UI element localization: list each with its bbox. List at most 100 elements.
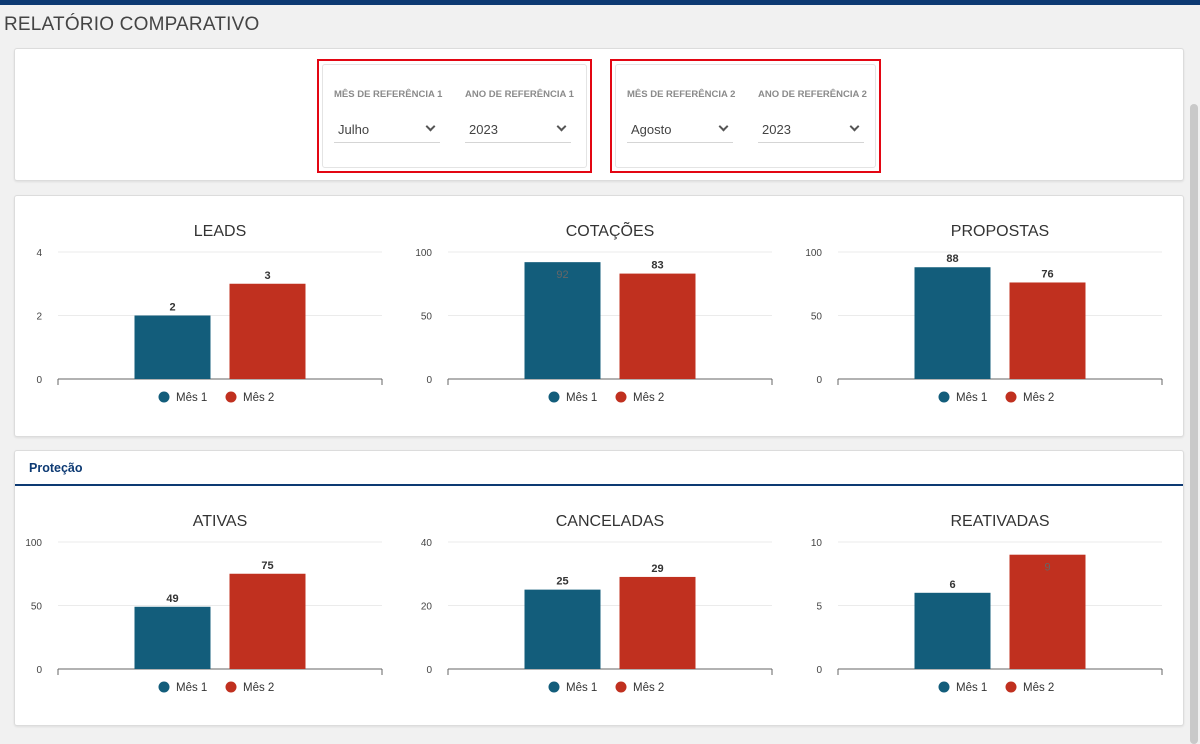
- month-2-label: MÊS DE REFERÊNCIA 2: [627, 89, 736, 100]
- data-label: 88: [946, 253, 958, 265]
- legend-label: Mês 1: [176, 392, 207, 404]
- year-2-select[interactable]: 2023: [758, 117, 864, 143]
- legend-label: Mês 1: [176, 682, 207, 694]
- bar-mes-2: [619, 273, 696, 379]
- y-tick-label: 0: [426, 375, 432, 386]
- y-tick-label: 100: [805, 248, 822, 259]
- bar-mes-2: [229, 573, 306, 669]
- legend-label: Mês 2: [633, 392, 664, 404]
- bar-mes-1: [914, 267, 991, 379]
- y-tick-label: 0: [816, 665, 822, 676]
- y-tick-label: 50: [421, 312, 433, 323]
- chart-title: LEADS: [194, 223, 246, 240]
- legend-marker-mes-2: [615, 391, 627, 403]
- chevron-down-icon: [849, 121, 860, 132]
- legend-marker-mes-1: [548, 681, 560, 693]
- month-1-value: Julho: [338, 122, 370, 137]
- data-label: 29: [651, 563, 663, 575]
- y-tick-label: 0: [36, 375, 42, 386]
- year-2-field: ANO DE REFERÊNCIA 2 2023: [758, 89, 867, 143]
- scrollbar-thumb[interactable]: [1190, 104, 1198, 744]
- legend-label: Mês 2: [1023, 392, 1054, 404]
- month-2-value: Agosto: [631, 122, 672, 137]
- legend-label: Mês 1: [566, 392, 597, 404]
- y-tick-label: 10: [811, 538, 823, 549]
- month-1-label: MÊS DE REFERÊNCIA 1: [334, 89, 443, 100]
- bar-mes-1: [524, 262, 601, 379]
- y-tick-label: 50: [811, 312, 823, 323]
- chevron-down-icon: [718, 121, 729, 132]
- reference-2-panel: MÊS DE REFERÊNCIA 2 Agosto ANO DE REFERÊ…: [615, 64, 876, 168]
- y-tick-label: 50: [31, 602, 43, 613]
- data-label: 25: [556, 576, 568, 588]
- bar-mes-2: [619, 576, 696, 669]
- year-1-label: ANO DE REFERÊNCIA 1: [465, 89, 574, 100]
- legend-marker-mes-1: [938, 681, 950, 693]
- y-tick-label: 2: [36, 312, 42, 323]
- y-tick-label: 100: [415, 248, 432, 259]
- top-accent-bar: [0, 0, 1200, 5]
- legend-marker-mes-2: [1005, 391, 1017, 403]
- reference-1-group: MÊS DE REFERÊNCIA 1 Julho ANO DE REFERÊN…: [317, 59, 592, 173]
- data-label: 92: [556, 269, 568, 281]
- data-label: 49: [166, 593, 178, 605]
- legend-marker-mes-1: [158, 681, 170, 693]
- reference-1-panel: MÊS DE REFERÊNCIA 1 Julho ANO DE REFERÊN…: [322, 64, 587, 168]
- protecao-charts-card: Proteção: [14, 450, 1184, 726]
- bar-mes-1: [524, 589, 601, 669]
- legend-marker-mes-2: [225, 681, 237, 693]
- year-1-select[interactable]: 2023: [465, 117, 571, 143]
- chart-title: CANCELADAS: [556, 513, 664, 530]
- chart-canceladas: CANCELADAS 0 20 40 25 29 Mês 1 Mês 2: [421, 513, 773, 694]
- y-tick-label: 40: [421, 538, 433, 549]
- page-title: RELATÓRIO COMPARATIVO: [4, 14, 260, 35]
- bar-mes-1: [914, 592, 991, 669]
- month-1-field: MÊS DE REFERÊNCIA 1 Julho: [334, 89, 443, 143]
- bar-mes-2: [1009, 282, 1086, 379]
- legend-label: Mês 2: [243, 392, 274, 404]
- y-tick-label: 5: [816, 602, 822, 613]
- legend-marker-mes-2: [1005, 681, 1017, 693]
- chart-propostas: PROPOSTAS 0 50 100 88 76 Mês 1 Mês 2: [805, 223, 1163, 404]
- month-1-select[interactable]: Julho: [334, 117, 440, 143]
- bar-mes-2: [229, 283, 306, 379]
- year-2-value: 2023: [762, 122, 791, 137]
- scrollbar[interactable]: [1188, 46, 1200, 744]
- data-label: 76: [1041, 268, 1053, 280]
- y-tick-label: 0: [816, 375, 822, 386]
- y-tick-label: 0: [426, 665, 432, 676]
- legend-marker-mes-2: [225, 391, 237, 403]
- reference-2-group: MÊS DE REFERÊNCIA 2 Agosto ANO DE REFERÊ…: [610, 59, 881, 173]
- legend-marker-mes-1: [938, 391, 950, 403]
- legend-marker-mes-2: [615, 681, 627, 693]
- year-1-field: ANO DE REFERÊNCIA 1 2023: [465, 89, 574, 143]
- legend-label: Mês 2: [633, 682, 664, 694]
- chart-title: REATIVADAS: [951, 513, 1050, 530]
- y-tick-label: 20: [421, 602, 433, 613]
- data-label: 3: [264, 270, 270, 282]
- data-label: 2: [169, 302, 175, 314]
- section-title: Proteção: [29, 461, 83, 475]
- y-tick-label: 100: [25, 538, 42, 549]
- y-tick-label: 4: [36, 248, 42, 259]
- month-2-field: MÊS DE REFERÊNCIA 2 Agosto: [627, 89, 736, 143]
- chart-leads: LEADS 0 2 4 2 3 Mês 1 Mês 2: [36, 223, 383, 404]
- chart-cotacoes: COTAÇÕES 0 50 100 92 83 Mês 1 Mês 2: [415, 220, 773, 404]
- month-2-select[interactable]: Agosto: [627, 117, 733, 143]
- bar-mes-1: [134, 606, 211, 669]
- section-header: Proteção: [15, 451, 1183, 486]
- chart-reativadas: REATIVADAS 0 5 10 6 9 Mês 1 Mês 2: [811, 513, 1163, 694]
- y-tick-label: 0: [36, 665, 42, 676]
- chart-title: PROPOSTAS: [951, 223, 1049, 240]
- legend-label: Mês 1: [956, 392, 987, 404]
- legend-marker-mes-1: [158, 391, 170, 403]
- filters-card: MÊS DE REFERÊNCIA 1 Julho ANO DE REFERÊN…: [14, 48, 1184, 181]
- year-2-label: ANO DE REFERÊNCIA 2: [758, 89, 867, 100]
- data-label: 9: [1044, 562, 1050, 574]
- bar-mes-1: [134, 315, 211, 379]
- year-1-value: 2023: [469, 122, 498, 137]
- legend-label: Mês 1: [566, 682, 597, 694]
- data-label: 6: [949, 579, 955, 591]
- chevron-down-icon: [425, 121, 436, 132]
- chart-title: ATIVAS: [193, 513, 248, 530]
